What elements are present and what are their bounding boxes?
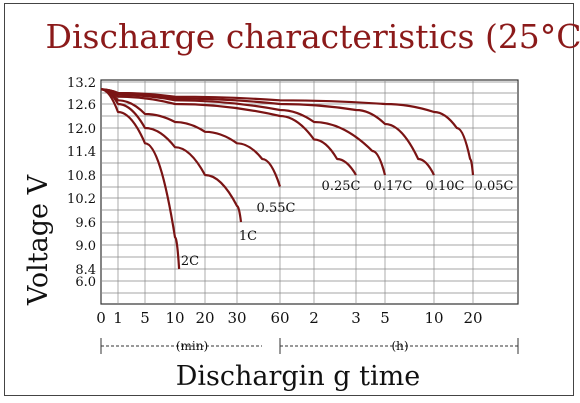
y-tick-label: 9.0: [75, 239, 96, 254]
series-label-0.17C: 0.17C: [374, 179, 413, 194]
x-unit-min: (min): [176, 339, 208, 353]
series-labels: 2C 1C0.55C 0.25C 0.17C 0.10C 0.05C: [181, 179, 514, 269]
x-tick-label: 2: [309, 309, 319, 327]
y-tick-label: 10.8: [67, 169, 96, 184]
series-label-0.10C: 0.10C: [426, 179, 465, 194]
series-label-0.05C: 0.05C: [475, 179, 514, 194]
chart-frame: [4, 3, 574, 396]
x-tick-label: 20: [463, 309, 482, 327]
chart-grid: [100, 79, 519, 305]
series-line-2C: [100, 88, 181, 270]
series-label-0.25C: 0.25C: [322, 179, 361, 194]
x-tick-label: 3: [351, 309, 361, 327]
series-label-1C: 1C: [239, 229, 257, 244]
x-tick-label: 5: [380, 309, 390, 327]
x-tick-labels: 0 1 5 10 20 30 60 2 3 5 10 20: [96, 309, 482, 327]
y-tick-label: 11.4: [67, 145, 96, 160]
series-line-0.05C: [100, 88, 475, 176]
x-tick-label: 5: [140, 309, 150, 327]
x-tick-label: 10: [424, 309, 443, 327]
series-line-0.25C: [100, 88, 357, 176]
series-label-2C: 2C: [181, 254, 199, 269]
series-label-0.55C: 0.55C: [257, 201, 296, 216]
series-line-1C: [100, 88, 243, 223]
plot-border: [100, 79, 519, 305]
x-tick-label: 0: [96, 309, 106, 327]
y-tick-label: 8.4: [75, 263, 96, 278]
y-axis-title: Voltage V: [23, 174, 54, 306]
x-tick-label: 60: [270, 309, 289, 327]
y-tick-label: 10.2: [67, 192, 96, 207]
x-axis-title: Dischargin g time: [176, 361, 420, 392]
y-tick-label: 13.2: [67, 76, 96, 91]
y-tick-label: 12.0: [67, 122, 96, 137]
series-line-0.55C: [100, 88, 282, 187]
x-unit-markers: (min) (h): [100, 338, 519, 354]
y-tick-label: 6.0: [75, 275, 96, 290]
y-tick-labels: 13.2 12.6 12.0 11.4 10.8 10.2 9.6 9.0 8.46.0: [67, 76, 96, 290]
series-line-0.17C: [100, 88, 387, 176]
chart-title: Discharge characteristics (25°C): [46, 17, 580, 56]
y-tick-label: 9.6: [75, 216, 96, 231]
x-tick-label: 20: [195, 309, 214, 327]
y-tick-label: 12.6: [67, 98, 96, 113]
x-tick-label: 30: [227, 309, 246, 327]
x-unit-h: (h): [391, 339, 408, 353]
series-lines: [100, 88, 475, 270]
x-tick-label: 10: [165, 309, 184, 327]
x-tick-label: 1: [113, 309, 123, 327]
